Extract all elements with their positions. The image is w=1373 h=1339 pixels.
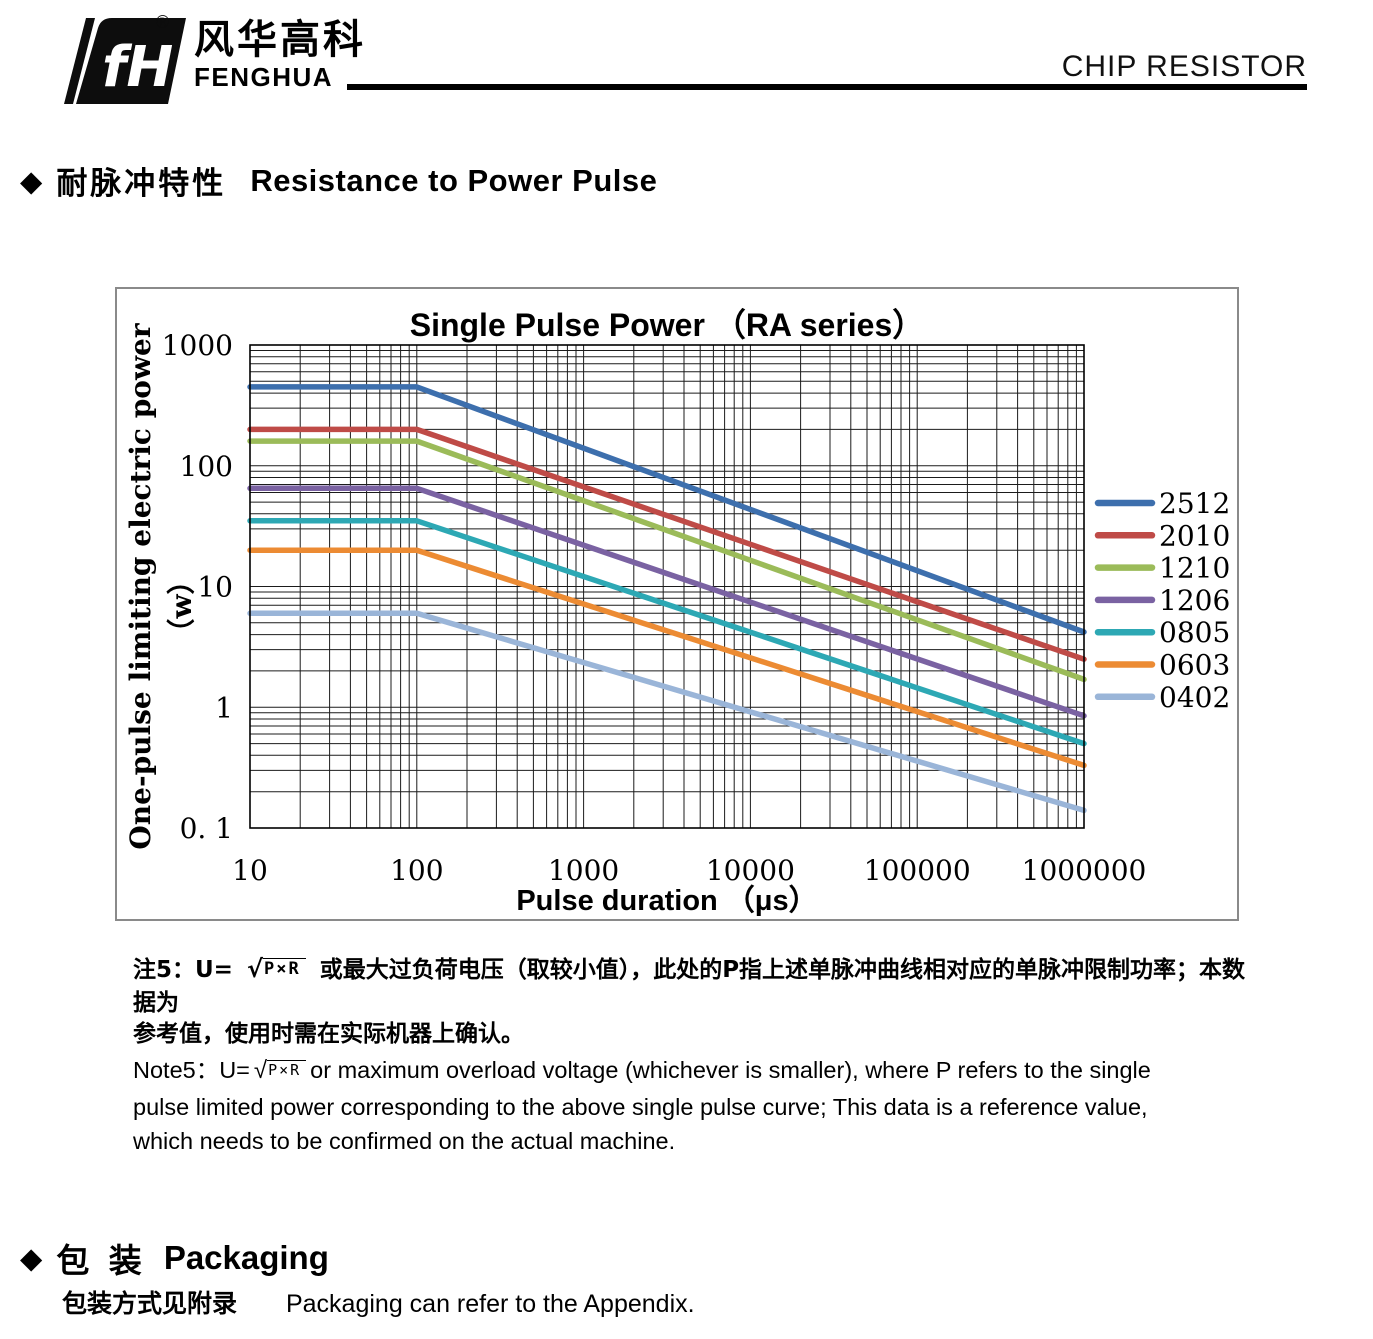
plot-border bbox=[249, 344, 1085, 829]
packaging-title-en: Packaging bbox=[163, 1239, 329, 1276]
radicand: P×R bbox=[262, 958, 306, 979]
packaging-body: 包装方式见附录 Packaging can refer to the Appen… bbox=[62, 1284, 695, 1320]
radicand: P×R bbox=[267, 1060, 307, 1079]
packaging-title-cn: 包 装 bbox=[56, 1241, 146, 1280]
x-tick-1000: 1000 bbox=[548, 854, 619, 887]
fenghua-logo: fH bbox=[64, 18, 186, 104]
legend-label-1206: 1206 bbox=[1159, 584, 1230, 617]
pulse-power-chart: 1000 100 10 1 0. 1 10 100 1000 10000 100000 100000… bbox=[124, 307, 1230, 917]
x-tick-10000: 10000 bbox=[706, 854, 795, 887]
notes-block: 注5：U= √P×R 或最大过负荷电压（取较小值），此处的P指上述单脉冲曲线相对应的… bbox=[133, 954, 1251, 1155]
legend-label-2010: 2010 bbox=[1159, 519, 1230, 552]
series-line-0603 bbox=[247, 547, 1087, 769]
series-line-1206 bbox=[247, 485, 1087, 719]
legend-label-0402: 0402 bbox=[1159, 681, 1230, 714]
note5-en-line1: Note5：U= √P×R or maximum overload voltage … bbox=[133, 1056, 1251, 1087]
note5-cn-line1: 注5：U= √P×R 或最大过负荷电压（取较小值），此处的P指上述单脉冲曲线相对应的… bbox=[133, 954, 1251, 1019]
radical-sign: √ bbox=[253, 1057, 268, 1084]
registered-trademark-icon: ® bbox=[156, 12, 170, 32]
sqrt-formula-cn: √P×R bbox=[246, 955, 306, 983]
brand-name-en: FENGHUA bbox=[194, 62, 334, 92]
radical-sign: √ bbox=[246, 955, 263, 983]
x-axis-label: Pulse duration （μs） bbox=[516, 884, 817, 917]
diamond-bullet-icon: ◆ bbox=[20, 163, 43, 198]
brand-name-cn: 风华高科 bbox=[194, 17, 366, 63]
chart-title: Single Pulse Power （RA series） bbox=[410, 307, 925, 343]
legend-label-1210: 1210 bbox=[1159, 552, 1230, 585]
brand-block: 风华高科 FENGHUA bbox=[194, 20, 366, 90]
sqrt-formula-en: √P×R bbox=[253, 1057, 307, 1084]
packaging-body-en: Packaging can refer to the Appendix. bbox=[285, 1290, 695, 1318]
section-title-cn: 耐脉冲特性 bbox=[56, 166, 227, 202]
pulse-power-chart-frame: 1000 100 10 1 0. 1 10 100 1000 10000 100000 100000… bbox=[115, 287, 1239, 921]
note5-en-line2: pulse limited power corresponding to the… bbox=[133, 1094, 1148, 1120]
document-title: CHIP RESISTOR bbox=[1061, 50, 1307, 83]
section-title-en: Resistance to Power Pulse bbox=[250, 162, 658, 198]
series-line-0402 bbox=[247, 610, 1087, 814]
x-tick-1000000: 1000000 bbox=[1022, 854, 1147, 887]
series-line-1210 bbox=[247, 438, 1087, 683]
y-axis-unit: （w） bbox=[165, 566, 198, 646]
x-tick-10: 10 bbox=[232, 854, 268, 887]
series-line-2512 bbox=[247, 384, 1087, 635]
legend-label-0603: 0603 bbox=[1159, 649, 1230, 682]
note5-en-line3: which needs to be confirmed on the actua… bbox=[133, 1128, 676, 1154]
logo-monogram: fH bbox=[102, 35, 173, 100]
note5-en-prefix: Note5：U= bbox=[133, 1057, 250, 1083]
series-line-0805 bbox=[247, 518, 1087, 747]
packaging-body-cn: 包装方式见附录 bbox=[62, 1289, 238, 1318]
legend-label-0805: 0805 bbox=[1159, 616, 1230, 649]
header-rule bbox=[347, 84, 1307, 90]
y-axis-label: One-pulse limiting electric power bbox=[124, 322, 157, 849]
y-tick-0. 1: 0. 1 bbox=[180, 812, 233, 845]
y-tick-1000: 1000 bbox=[162, 329, 233, 362]
note5-en-rest: or maximum overload voltage (whichever i… bbox=[310, 1057, 1151, 1083]
x-tick-100: 100 bbox=[390, 854, 443, 887]
grid-lines bbox=[249, 344, 1085, 829]
note5-cn-prefix: 注5：U= bbox=[133, 957, 233, 983]
y-tick-1: 1 bbox=[215, 691, 233, 724]
y-tick-100: 100 bbox=[180, 450, 233, 483]
diamond-bullet-icon: ◆ bbox=[20, 1241, 43, 1275]
note5-cn-rest: 或最大过负荷电压（取较小值），此处的P指上述单脉冲曲线相对应的单脉冲限制功率；本… bbox=[133, 957, 1246, 1016]
y-tick-10: 10 bbox=[197, 571, 233, 604]
legend-label-2512: 2512 bbox=[1159, 487, 1230, 520]
x-tick-100000: 100000 bbox=[864, 854, 971, 887]
section-title-packaging: ◆ 包 装 Packaging bbox=[20, 1234, 329, 1282]
series-line-2010 bbox=[247, 426, 1087, 662]
section-title-pulse: ◆ 耐脉冲特性 Resistance to Power Pulse bbox=[20, 158, 657, 203]
note5-cn-line2: 参考值，使用时需在实际机器上确认。 bbox=[133, 1021, 524, 1047]
